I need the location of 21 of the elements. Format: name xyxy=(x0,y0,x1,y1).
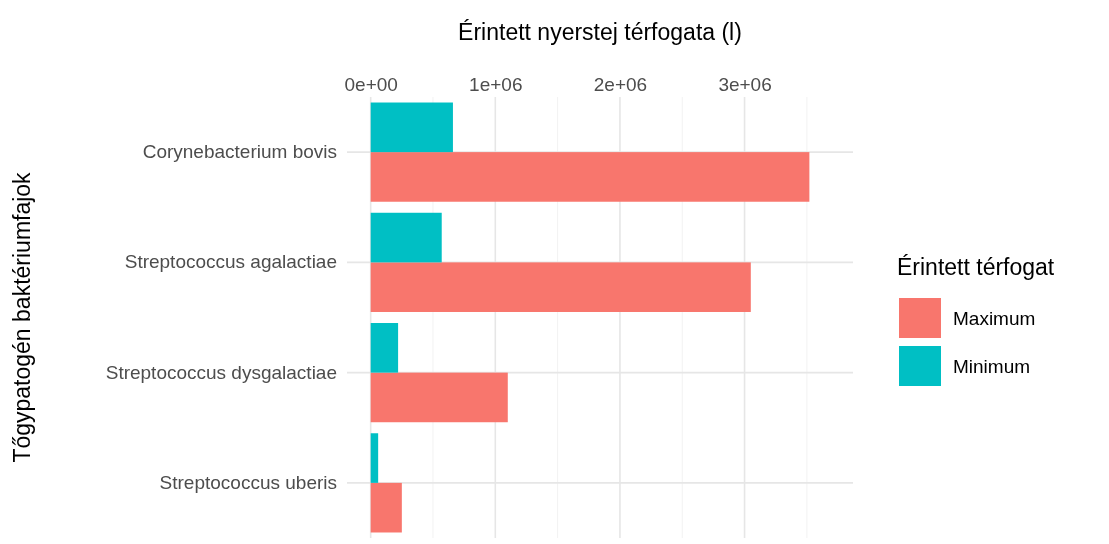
x-axis-title: Érintett nyerstej térfogata (l) xyxy=(458,19,742,45)
bar xyxy=(370,212,442,263)
bar xyxy=(370,152,810,202)
bar xyxy=(370,102,453,153)
bar xyxy=(370,482,402,533)
bar xyxy=(370,433,379,483)
legend-title: Érintett térfogat xyxy=(897,254,1055,280)
legend-label: Minimum xyxy=(953,356,1031,377)
y-tick-label: Streptococcus agalactiae xyxy=(124,251,337,273)
bar xyxy=(370,372,508,423)
y-tick-label: Streptococcus uberis xyxy=(159,471,337,493)
x-tick-label: 3e+06 xyxy=(718,74,772,95)
y-axis-title: Tőgypatogén baktériumfajok xyxy=(9,171,35,463)
legend-label: Maximum xyxy=(953,308,1036,329)
x-tick-label: 0e+00 xyxy=(344,74,398,95)
y-tick-label: Streptococcus dysgalactiae xyxy=(105,361,337,383)
x-tick-label: 2e+06 xyxy=(593,74,648,95)
bar xyxy=(370,323,399,373)
bar xyxy=(370,262,751,312)
x-tick-label: 1e+06 xyxy=(469,74,523,95)
y-tick-label: Corynebacterium bovis xyxy=(142,141,337,163)
